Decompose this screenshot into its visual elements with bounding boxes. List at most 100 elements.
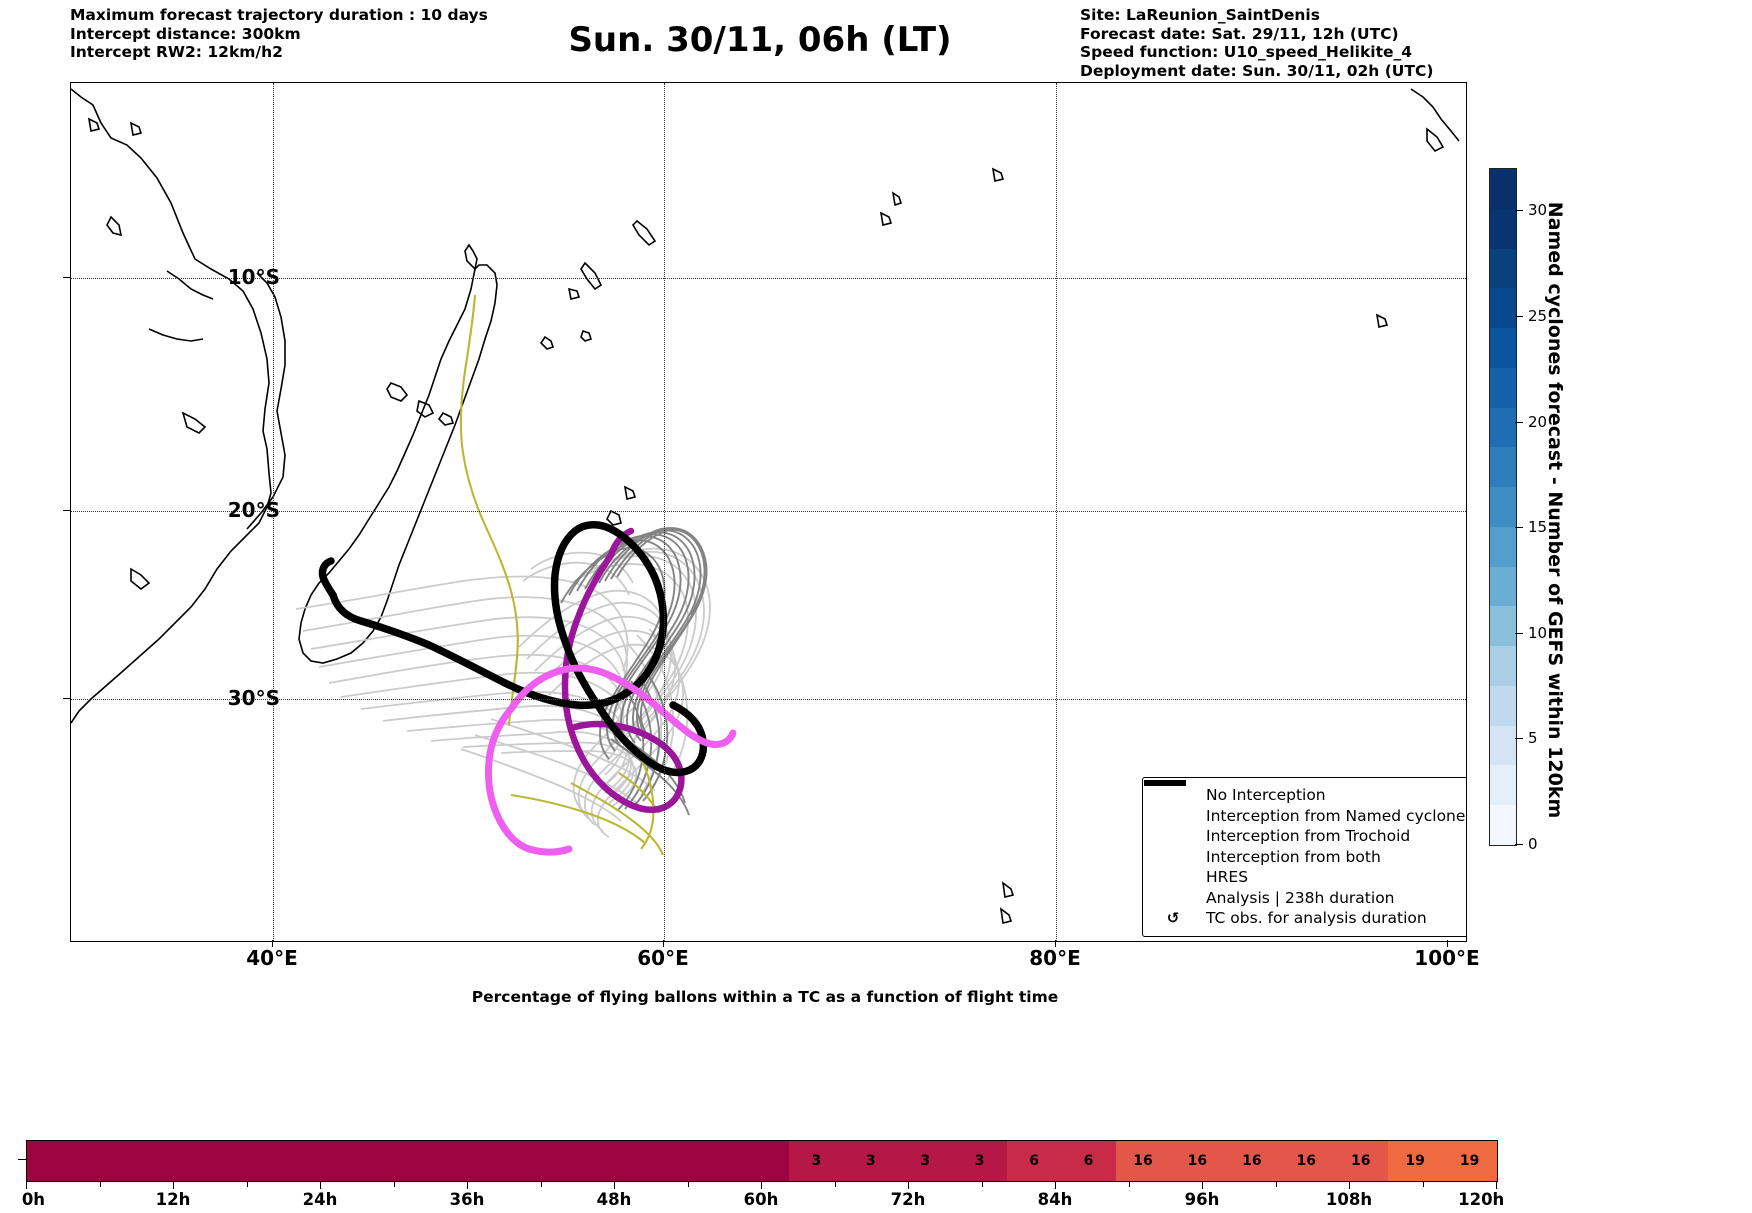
gridline-lat-20s xyxy=(71,511,1466,512)
legend-label: Analysis | 238h duration xyxy=(1206,888,1395,907)
colorbar-tick xyxy=(1515,315,1523,317)
percentage-bar-segment[interactable] xyxy=(408,1141,463,1181)
percentage-axis-tick xyxy=(1349,1181,1350,1189)
percentage-bar-segment[interactable] xyxy=(81,1141,136,1181)
percentage-bar-segment[interactable] xyxy=(27,1141,82,1181)
percentage-axis-minor-tick xyxy=(393,1181,395,1187)
percentage-bar-left-tick xyxy=(18,1159,27,1160)
colorbar-segment xyxy=(1490,606,1516,646)
ytick-20s xyxy=(63,510,70,511)
legend-item-trochoid[interactable]: Interception from Trochoid xyxy=(1144,782,1464,847)
colorbar-segment xyxy=(1490,646,1516,686)
deployment-date-text: Deployment date: Sun. 30/11, 02h (UTC) xyxy=(1080,61,1434,80)
percentage-bar-segment[interactable]: 16 xyxy=(1224,1141,1280,1181)
colorbar-segment xyxy=(1490,765,1516,805)
header-left-block: Maximum forecast trajectory duration : 1… xyxy=(70,6,488,62)
xtick-100e xyxy=(1447,940,1448,947)
intercept-distance-text: Intercept distance: 300km xyxy=(70,24,301,43)
percentage-bar-segment[interactable] xyxy=(625,1141,681,1181)
legend-item-tc-obs[interactable]: ↺ TC obs. for analysis duration xyxy=(1151,908,1464,929)
percentage-bar-segment[interactable]: 19 xyxy=(1442,1141,1497,1181)
speed-function-text: Speed function: U10_speed_Helikite_4 xyxy=(1080,43,1413,61)
percentage-bar-segment[interactable] xyxy=(734,1141,790,1181)
percentage-bar-segment[interactable]: 19 xyxy=(1387,1141,1443,1181)
colorbar-tick-label: 30 xyxy=(1528,201,1548,220)
percentage-axis-minor-tick xyxy=(834,1181,836,1187)
colorbar-segment xyxy=(1490,487,1516,527)
xlabel-40e: 40°E xyxy=(246,946,298,970)
percentage-axis-tick xyxy=(467,1181,468,1189)
xlabel-100e: 100°E xyxy=(1414,946,1480,970)
percentage-bar-segment[interactable] xyxy=(244,1141,300,1181)
percentage-axis-minor-tick xyxy=(246,1181,248,1187)
gefs-colorbar[interactable] xyxy=(1489,168,1517,846)
legend-label: Interception from both xyxy=(1206,847,1381,866)
intercept-rw2-text: Intercept RW2: 12km/h2 xyxy=(70,43,283,61)
gridline-lon-80e xyxy=(1056,83,1057,941)
forecast-date-text: Forecast date: Sat. 29/11, 12h (UTC) xyxy=(1080,24,1399,43)
percentage-bar-segment[interactable] xyxy=(190,1141,245,1181)
percentage-bar-segment[interactable] xyxy=(353,1141,409,1181)
gridline-lat-30s xyxy=(71,699,1466,700)
colorbar-segment xyxy=(1490,208,1516,249)
forecast-map[interactable]: No Interception Interception from Named … xyxy=(70,82,1467,942)
legend-item-no-interception[interactable]: No Interception xyxy=(1144,782,1464,806)
percentage-axis-label: 84h xyxy=(1037,1190,1073,1209)
percentage-bar[interactable]: 3 3 3 3 6 6 16 16 16 16 16 19 19 xyxy=(26,1140,1498,1182)
xtick-60e xyxy=(663,940,664,947)
map-canvas xyxy=(71,88,1460,924)
colorbar-segment xyxy=(1490,367,1516,408)
site-text: Site: LaReunion_SaintDenis xyxy=(1080,6,1320,24)
percentage-bar-segment[interactable]: 16 xyxy=(1333,1141,1388,1181)
colorbar-segment xyxy=(1490,805,1516,845)
percentage-bar-segment[interactable]: 3 xyxy=(789,1141,844,1181)
colorbar-segment xyxy=(1490,447,1516,487)
percentage-axis-label: 12h xyxy=(155,1190,191,1209)
percentage-bar-segment[interactable] xyxy=(135,1141,191,1181)
percentage-axis-tick xyxy=(761,1181,762,1189)
tc-observation-track-east xyxy=(507,664,737,749)
percentage-axis-label: 120h xyxy=(1458,1190,1505,1209)
percentage-bar-segment[interactable] xyxy=(462,1141,517,1181)
percentage-axis-tick xyxy=(173,1181,174,1189)
percentage-bar-segment[interactable]: 16 xyxy=(1279,1141,1334,1181)
colorbar-tick xyxy=(1515,210,1523,212)
colorbar-segment xyxy=(1490,566,1516,607)
legend-item-named-cyclone[interactable]: Interception from Named cyclone xyxy=(1144,782,1465,827)
percentage-bar-segment[interactable] xyxy=(516,1141,572,1181)
map-legend[interactable]: No Interception Interception from Named … xyxy=(1142,777,1466,937)
legend-label: HRES xyxy=(1206,868,1249,887)
percentage-axis-tick xyxy=(1496,1181,1497,1189)
percentage-axis-tick xyxy=(26,1181,27,1189)
percentage-bar-segment[interactable] xyxy=(299,1141,354,1181)
percentage-axis-minor-tick xyxy=(1275,1181,1277,1187)
percentage-bar-segment[interactable]: 16 xyxy=(1170,1141,1225,1181)
percentage-bar-segment[interactable]: 3 xyxy=(898,1141,953,1181)
legend-item-both[interactable]: Interception from both xyxy=(1144,782,1464,868)
colorbar-axis-label: Named cyclones forecast - Number of GEFS… xyxy=(1544,201,1566,819)
legend-item-hres[interactable]: HRES xyxy=(1144,780,1464,888)
percentage-axis-tick xyxy=(320,1181,321,1189)
percentage-axis-label: 48h xyxy=(596,1190,632,1209)
colorbar-tick-label: 10 xyxy=(1528,623,1548,642)
percentage-bar-title: Percentage of flying ballons within a TC… xyxy=(471,988,1059,1006)
percentage-bar-segment[interactable] xyxy=(571,1141,626,1181)
legend-label: Interception from Trochoid xyxy=(1206,827,1411,846)
ytick-10s xyxy=(63,277,70,278)
colorbar-segment xyxy=(1490,328,1516,368)
percentage-bar-segment[interactable]: 6 xyxy=(1061,1141,1116,1181)
coastline-layer xyxy=(71,88,1460,924)
legend-item-analysis[interactable]: Analysis | 238h duration xyxy=(1144,780,1464,909)
percentage-axis-minor-tick xyxy=(687,1181,689,1187)
percentage-axis-label: 96h xyxy=(1184,1190,1220,1209)
percentage-bar-segment[interactable] xyxy=(680,1141,735,1181)
ylabel-20s: 20°S xyxy=(227,498,280,522)
percentage-bar-segment[interactable]: 3 xyxy=(843,1141,898,1181)
xlabel-80e: 80°E xyxy=(1029,946,1081,970)
percentage-bar-segment[interactable]: 6 xyxy=(1006,1141,1062,1181)
tc-observation-track-south xyxy=(485,705,533,853)
percentage-bar-segment[interactable]: 3 xyxy=(952,1141,1007,1181)
percentage-bar-segment[interactable]: 16 xyxy=(1115,1141,1171,1181)
percentage-axis-label: 108h xyxy=(1325,1190,1373,1209)
percentage-axis-minor-tick xyxy=(99,1181,101,1187)
